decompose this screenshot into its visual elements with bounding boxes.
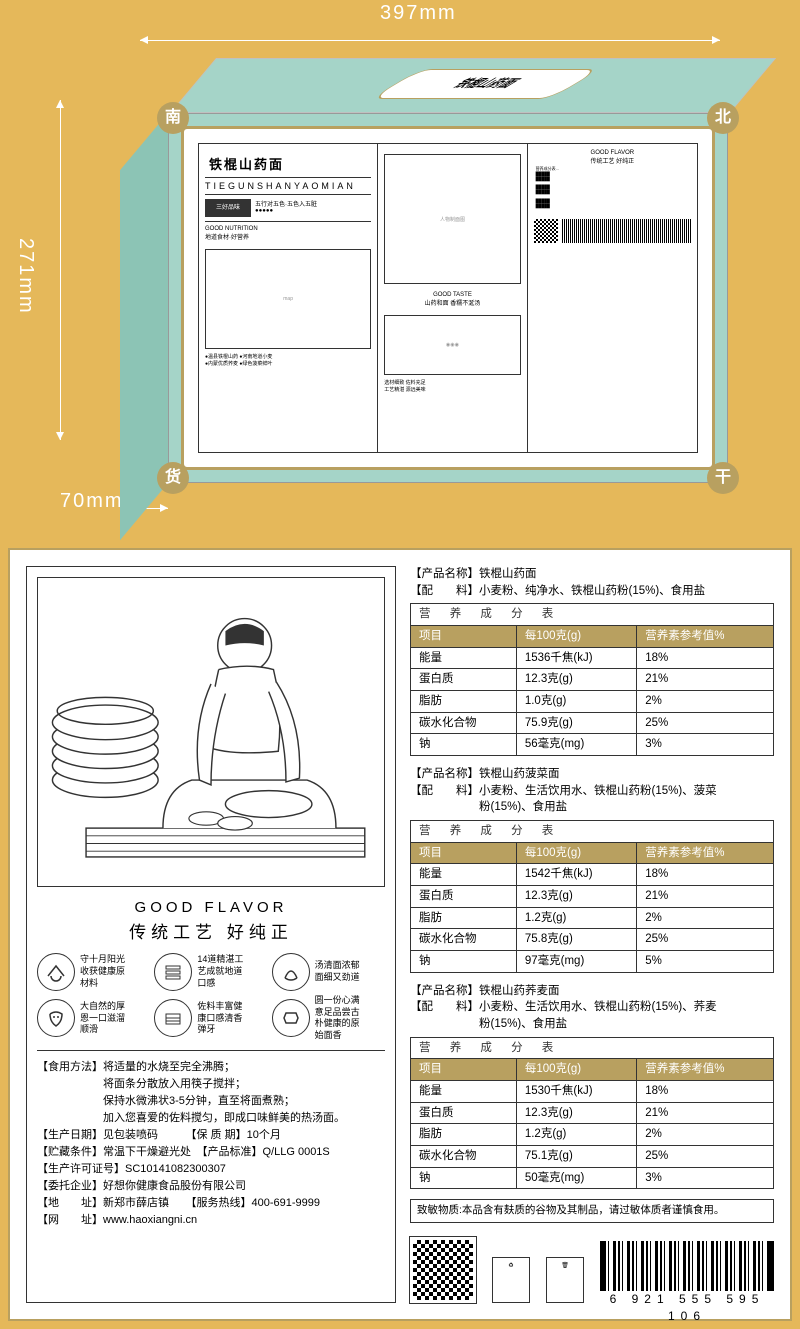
cert-icon-2: 🗑 bbox=[546, 1257, 584, 1303]
product-block-1: 【产品名称】铁棍山药菠菜面【配 料】小麦粉、生活饮用水、铁棍山药粉(15%)、菠… bbox=[410, 766, 774, 973]
feature-icon-2: 汤清面浓郁 面细又劲道 bbox=[272, 953, 385, 991]
panel-subtitle: TIEGUNSHANYAOMIAN bbox=[205, 178, 371, 195]
box-front-face: 南 北 干 货 铁棍山药面 TIEGUNSHANYAOMIAN 三好品味 五行对… bbox=[168, 113, 728, 483]
dim-height: 271mm bbox=[14, 238, 37, 315]
right-panel: 【产品名称】铁棍山药面【配 料】小麦粉、纯净水、铁棍山药粉(15%)、食用盐营 … bbox=[410, 566, 774, 1303]
flavor-en: GOOD FLAVOR bbox=[37, 899, 385, 916]
box-top-label: 铁棍山药面 bbox=[370, 69, 600, 99]
dim-depth: 70mm bbox=[60, 490, 124, 513]
feature-icon-4: 佐料丰富健 康口感清香 弹牙 bbox=[154, 995, 267, 1042]
product-box-3d: 铁棍山药面 南 北 干 货 铁棍山药面 TIEGUNSHANYAOMIAN 三好… bbox=[120, 58, 740, 478]
allergen-notice: 致敏物质:本品含有麸质的谷物及其制品，请过敏体质者谨慎食用。 bbox=[410, 1199, 774, 1222]
feature-icon-1: 14道精湛工 艺成就地道 口感 bbox=[154, 953, 267, 991]
noodle-maker-svg bbox=[38, 578, 384, 886]
product-info-lines: 【食用方法】将适量的水烧至完全沸腾； 将面条分散放入用筷子搅拌； 保持水微沸状3… bbox=[37, 1059, 385, 1229]
panel-title: 铁棍山药面 bbox=[205, 150, 371, 178]
product-block-0: 【产品名称】铁棍山药面【配 料】小麦粉、纯净水、铁棍山药粉(15%)、食用盐营 … bbox=[410, 566, 774, 756]
nutrition-table-2: 营 养 成 分 表项目每100克(g)营养素参考值%能量1530千焦(kJ)18… bbox=[410, 1037, 774, 1190]
feature-icon-grid: 守十月阳光 收获健康原 材料14道精湛工 艺成就地道 口感汤清面浓郁 面细又劲道… bbox=[37, 953, 385, 1051]
qr-code bbox=[410, 1237, 476, 1303]
feature-icon-3: 大自然的厚 恩一口滋溜 顺滑 bbox=[37, 995, 150, 1042]
nutrition-tables: 【产品名称】铁棍山药面【配 料】小麦粉、纯净水、铁棍山药粉(15%)、食用盐营 … bbox=[410, 566, 774, 1189]
box-top-face: 铁棍山药面 bbox=[170, 58, 776, 113]
barcode-number: 6 921 555 595 106 bbox=[600, 1291, 774, 1326]
feature-icon-0: 守十月阳光 收获健康原 材料 bbox=[37, 953, 150, 991]
cert-icon-1: ♻ bbox=[492, 1257, 530, 1303]
arrow-height bbox=[60, 100, 61, 440]
dim-width: 397mm bbox=[380, 2, 457, 25]
flavor-cn: 传统工艺 好纯正 bbox=[37, 918, 385, 943]
nutrition-table-0: 营 养 成 分 表项目每100克(g)营养素参考值%能量1536千焦(kJ)18… bbox=[410, 603, 774, 756]
barcode: 6 921 555 595 106 bbox=[600, 1241, 774, 1303]
main-illustration bbox=[37, 577, 385, 887]
detail-panel: GOOD FLAVOR 传统工艺 好纯正 守十月阳光 收获健康原 材料14道精湛… bbox=[8, 548, 792, 1321]
left-panel: GOOD FLAVOR 传统工艺 好纯正 守十月阳光 收获健康原 材料14道精湛… bbox=[26, 566, 396, 1303]
top-box-section: 397mm 271mm 70mm 铁棍山药面 南 北 干 货 铁棍山药面 TIE… bbox=[0, 0, 800, 540]
product-block-2: 【产品名称】铁棍山药荞麦面【配 料】小麦粉、生活饮用水、铁棍山药粉(15%)、荞… bbox=[410, 983, 774, 1190]
nutrition-table-1: 营 养 成 分 表项目每100克(g)营养素参考值%能量1542千焦(kJ)18… bbox=[410, 820, 774, 973]
arrow-width bbox=[140, 40, 720, 41]
code-row: ♻ 🗑 6 921 555 595 106 bbox=[410, 1237, 774, 1303]
box-front-panel: 铁棍山药面 TIEGUNSHANYAOMIAN 三好品味 五行对五色·五色入五脏… bbox=[181, 126, 715, 470]
feature-icon-5: 圆一份心满 意足品尝古 朴健康的原 始面香 bbox=[272, 995, 385, 1042]
